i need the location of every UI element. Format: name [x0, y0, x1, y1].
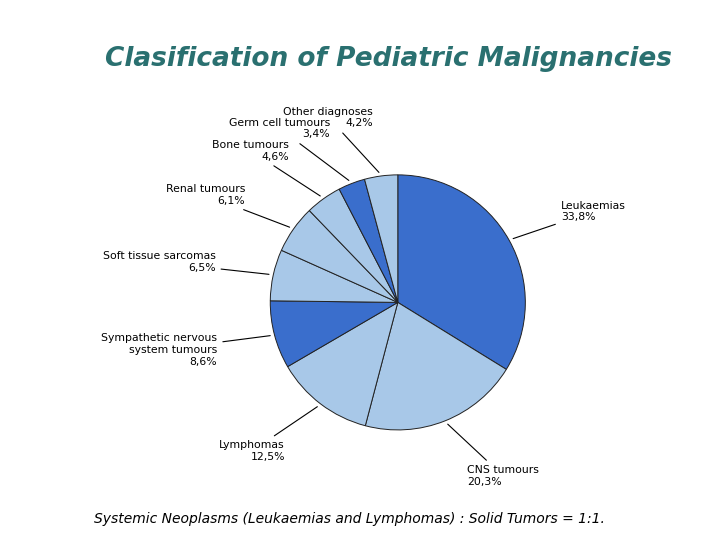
- Text: Lymphomas
12,5%: Lymphomas 12,5%: [219, 407, 318, 462]
- Wedge shape: [397, 175, 526, 369]
- Text: Germ cell tumours
3,4%: Germ cell tumours 3,4%: [229, 118, 348, 180]
- Wedge shape: [364, 175, 398, 302]
- Text: Bone tumours
4,6%: Bone tumours 4,6%: [212, 140, 320, 196]
- Text: Other diagnoses
4,2%: Other diagnoses 4,2%: [284, 106, 379, 172]
- Text: Systemic Neoplasms (Leukaemias and Lymphomas) : Solid Tumors = 1:1.: Systemic Neoplasms (Leukaemias and Lymph…: [94, 512, 605, 526]
- Wedge shape: [310, 189, 397, 302]
- Wedge shape: [282, 211, 397, 302]
- Wedge shape: [270, 301, 397, 367]
- Text: Soft tissue sarcomas
6,5%: Soft tissue sarcomas 6,5%: [103, 252, 269, 274]
- Text: Renal tumours
6,1%: Renal tumours 6,1%: [166, 184, 289, 227]
- Wedge shape: [339, 179, 397, 302]
- Text: CNS tumours
20,3%: CNS tumours 20,3%: [448, 424, 539, 487]
- Wedge shape: [287, 302, 397, 426]
- Wedge shape: [365, 302, 506, 430]
- Wedge shape: [270, 250, 397, 302]
- Text: Sympathetic nervous
system tumours
8,6%: Sympathetic nervous system tumours 8,6%: [102, 333, 270, 367]
- Text: Leukaemias
33,8%: Leukaemias 33,8%: [513, 201, 626, 239]
- Text: Clasification of Pediatric Malignancies: Clasification of Pediatric Malignancies: [105, 46, 672, 72]
